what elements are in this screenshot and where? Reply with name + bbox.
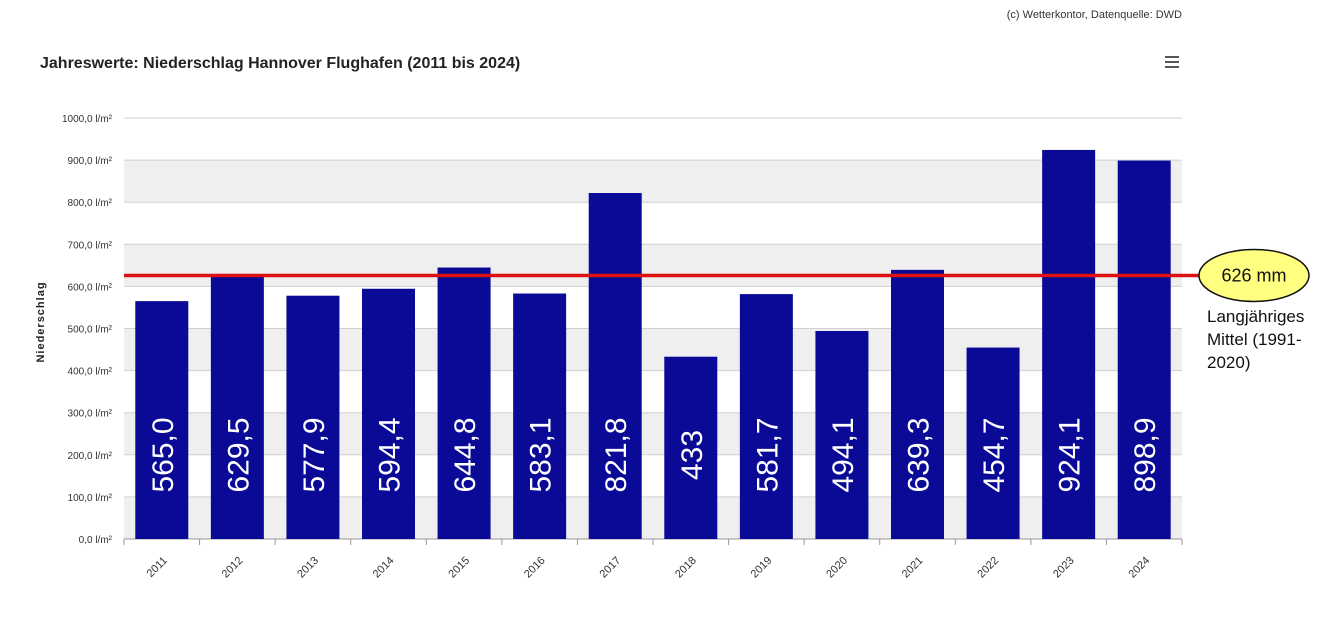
bar[interactable] — [210, 273, 264, 539]
x-tick-label: 2018 — [673, 555, 699, 581]
y-tick-label: 0,0 l/m² — [79, 535, 113, 546]
x-tick-label: 2017 — [598, 555, 624, 581]
x-tick-label: 2019 — [749, 555, 775, 581]
y-tick-label: 600,0 l/m² — [68, 282, 113, 293]
bar-value-label: 898,9 — [1129, 417, 1162, 492]
hamburger-menu-icon[interactable] — [1165, 56, 1179, 68]
x-tick-label: 2013 — [295, 555, 321, 581]
reference-value-label: 626 mm — [1221, 265, 1286, 285]
bar-value-label: 454,7 — [978, 417, 1011, 492]
y-tick-label: 300,0 l/m² — [68, 409, 113, 420]
bar[interactable] — [362, 288, 415, 539]
bar[interactable] — [1117, 160, 1171, 539]
bar[interactable] — [135, 301, 189, 539]
bar-value-labels: 565,0 629,5 577,9 594,4 644,8 583,1 821,8 433 58… — [147, 417, 1162, 492]
bar[interactable] — [286, 295, 340, 539]
y-tick-label: 1000,0 l/m² — [62, 114, 113, 125]
bar-value-label: 639,3 — [903, 417, 936, 492]
x-tick-label: 2014 — [371, 555, 397, 581]
credit-text: (c) Wetterkontor, Datenquelle: DWD — [1007, 9, 1182, 21]
grid-band — [124, 412, 1182, 455]
reference-note-line: Langjähriges — [1207, 307, 1304, 326]
bar-value-label: 644,8 — [449, 417, 482, 492]
bar-value-label: 565,0 — [147, 417, 180, 492]
grid-band — [124, 244, 1182, 287]
bar[interactable] — [437, 267, 491, 539]
x-tick-label: 2023 — [1051, 555, 1077, 581]
y-tick-label: 500,0 l/m² — [68, 325, 113, 336]
y-tick-label: 100,0 l/m² — [68, 493, 113, 504]
x-tick-label: 2021 — [900, 555, 926, 581]
bar-value-label: 494,1 — [827, 417, 860, 492]
y-tick-label: 400,0 l/m² — [68, 367, 113, 378]
y-axis-label: Niederschlag — [35, 281, 47, 362]
bar[interactable] — [966, 347, 1020, 539]
y-tick-label: 700,0 l/m² — [68, 240, 113, 251]
bar[interactable] — [739, 294, 793, 539]
bar[interactable] — [1042, 149, 1096, 539]
bar[interactable] — [815, 330, 869, 539]
bar-value-label: 924,1 — [1054, 417, 1087, 492]
x-tick-label: 2024 — [1127, 555, 1153, 581]
x-tick-label: 2012 — [220, 555, 246, 581]
x-tick-label: 2022 — [975, 555, 1001, 581]
chart-title: Jahreswerte: Niederschlag Hannover Flugh… — [40, 55, 520, 72]
plot-background-bands — [124, 160, 1182, 539]
reference-line-group: 626 mm Langjähriges Mittel (1991- 2020) — [124, 248, 1310, 372]
x-tick-label: 2020 — [824, 555, 850, 581]
y-tick-label: 800,0 l/m² — [68, 198, 113, 209]
y-tick-label: 200,0 l/m² — [68, 451, 113, 462]
x-tick-label: 2011 — [145, 555, 170, 580]
bar[interactable] — [891, 269, 944, 539]
bar-value-label: 821,8 — [600, 417, 633, 492]
bar-value-label: 583,1 — [525, 417, 558, 492]
y-axis-ticks: 0,0 l/m² 100,0 l/m² 200,0 l/m² 300,0 l/m² 40… — [62, 114, 113, 546]
bar-value-label: 594,4 — [374, 417, 407, 492]
grid-band — [124, 160, 1182, 203]
reference-note-line: Mittel (1991- — [1207, 330, 1301, 349]
x-axis: 2011 2012 2013 2014 2015 2016 2017 2018 2019 2020… — [123, 538, 1183, 581]
bar-value-label: 581,7 — [751, 417, 784, 492]
bar[interactable] — [664, 356, 718, 539]
reference-value-badge — [1198, 248, 1310, 303]
bar[interactable] — [588, 193, 642, 539]
bar-value-label: 577,9 — [298, 417, 331, 492]
reference-note-line: 2020) — [1207, 353, 1250, 372]
x-tick-label: 2016 — [522, 555, 548, 581]
y-tick-label: 900,0 l/m² — [68, 156, 113, 167]
bar[interactable] — [513, 293, 567, 539]
bar-value-label: 433 — [676, 430, 709, 480]
bar-value-label: 629,5 — [222, 417, 255, 492]
x-tick-label: 2015 — [446, 555, 472, 581]
grid-band — [124, 328, 1182, 371]
bars — [135, 149, 1171, 539]
grid-band — [124, 496, 1182, 539]
